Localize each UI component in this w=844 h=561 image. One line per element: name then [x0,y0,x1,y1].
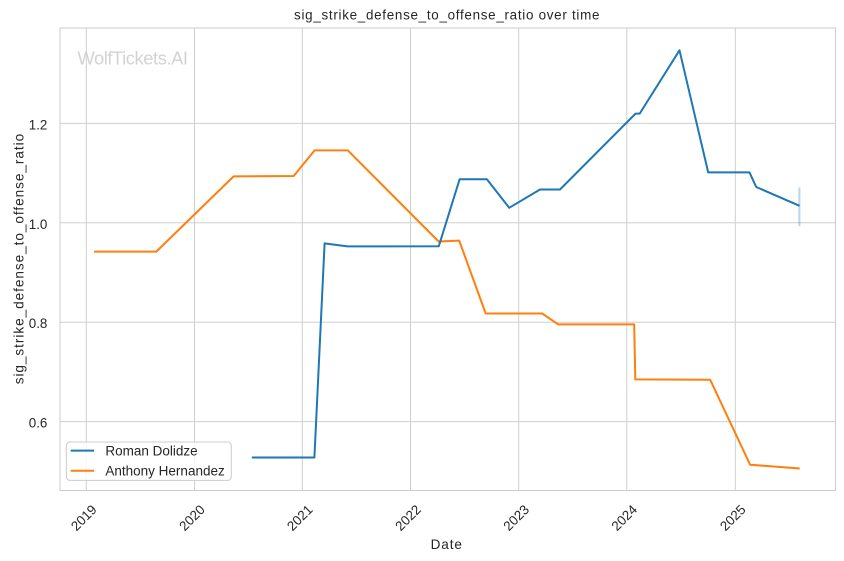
svg-text:sig_strike_defense_to_offense_: sig_strike_defense_to_offense_ratio [11,133,26,384]
svg-text:WolfTickets.AI: WolfTickets.AI [77,48,187,69]
svg-text:Roman Dolidze: Roman Dolidze [105,443,197,458]
svg-text:0.8: 0.8 [29,316,48,331]
svg-text:0.6: 0.6 [29,416,48,431]
svg-text:Date: Date [431,537,463,552]
svg-text:1.0: 1.0 [29,217,48,232]
svg-text:Anthony Hernandez: Anthony Hernandez [105,463,225,478]
svg-text:sig_strike_defense_to_offense_: sig_strike_defense_to_offense_ratio over… [294,7,600,22]
svg-text:1.2: 1.2 [29,117,48,132]
